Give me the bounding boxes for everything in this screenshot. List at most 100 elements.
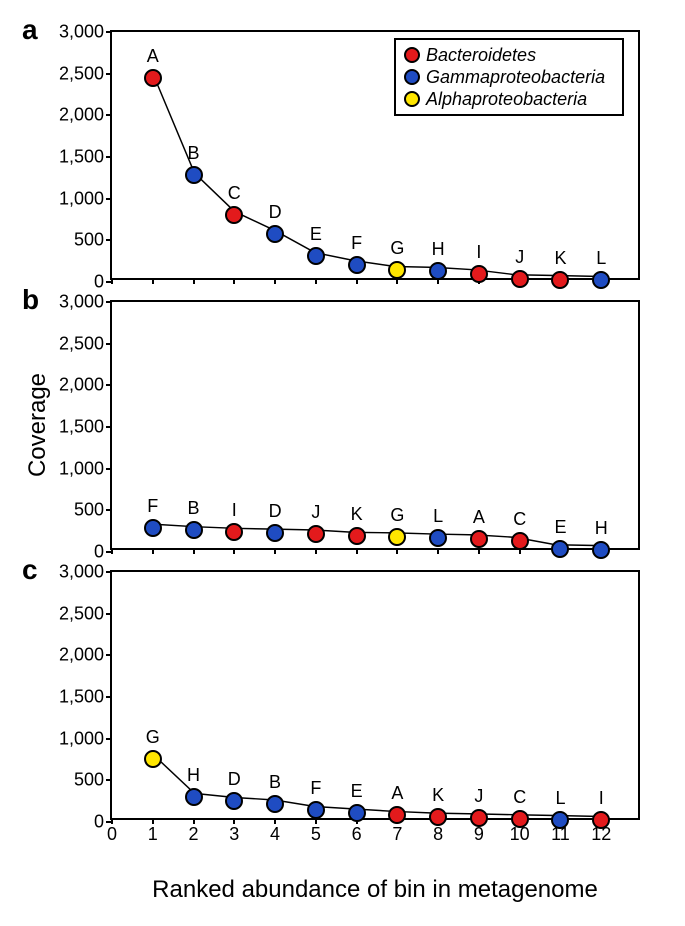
xtick-mark xyxy=(152,278,154,284)
data-point xyxy=(266,225,284,243)
ytick-label: 2,500 xyxy=(59,603,112,624)
data-point xyxy=(429,529,447,547)
point-label: A xyxy=(147,46,159,67)
xtick-mark xyxy=(478,548,480,554)
point-label: E xyxy=(554,517,566,538)
data-point xyxy=(429,808,447,826)
legend-item: Alphaproteobacteria xyxy=(404,88,614,110)
xtick-label: 4 xyxy=(270,818,280,845)
panel-a: 05001,0001,5002,0002,5003,000ABCDEFGHIJK… xyxy=(110,30,640,280)
point-label: B xyxy=(188,498,200,519)
point-label: G xyxy=(390,505,404,526)
point-label: L xyxy=(596,248,606,269)
ytick-label: 1,000 xyxy=(59,728,112,749)
legend-swatch xyxy=(404,47,420,63)
point-label: I xyxy=(599,788,604,809)
data-point xyxy=(592,811,610,829)
plot-area-b: 05001,0001,5002,0002,5003,000FBIDJKGLACE… xyxy=(110,300,640,550)
panel-b: 05001,0001,5002,0002,5003,000FBIDJKGLACE… xyxy=(110,300,640,550)
point-label: D xyxy=(228,769,241,790)
data-point xyxy=(511,270,529,288)
point-label: J xyxy=(311,502,320,523)
data-point xyxy=(470,809,488,827)
xtick-label: 2 xyxy=(189,818,199,845)
xtick-mark xyxy=(274,278,276,284)
point-label: K xyxy=(432,785,444,806)
xtick-mark xyxy=(356,548,358,554)
ytick-label: 3,000 xyxy=(59,292,112,313)
panel-label-b: b xyxy=(22,284,39,316)
data-point xyxy=(388,261,406,279)
point-label: J xyxy=(515,247,524,268)
ytick-label: 2,000 xyxy=(59,105,112,126)
data-point xyxy=(388,806,406,824)
point-label: H xyxy=(595,518,608,539)
data-point xyxy=(470,530,488,548)
point-label: I xyxy=(476,242,481,263)
xtick-mark xyxy=(274,548,276,554)
point-label: J xyxy=(474,786,483,807)
ytick-label: 0 xyxy=(94,542,112,563)
ytick-label: 1,500 xyxy=(59,417,112,438)
legend-label: Alphaproteobacteria xyxy=(426,88,587,110)
data-point xyxy=(144,69,162,87)
data-point xyxy=(144,519,162,537)
point-label: G xyxy=(390,238,404,259)
xtick-label: 0 xyxy=(107,818,117,845)
panel-label-c: c xyxy=(22,554,38,586)
data-point xyxy=(307,247,325,265)
ytick-label: 1,000 xyxy=(59,458,112,479)
point-label: L xyxy=(433,506,443,527)
legend-label: Bacteroidetes xyxy=(426,44,536,66)
xtick-mark xyxy=(233,278,235,284)
xtick-mark xyxy=(396,548,398,554)
point-label: A xyxy=(391,783,403,804)
xtick-mark xyxy=(315,548,317,554)
xtick-label: 3 xyxy=(229,818,239,845)
data-point xyxy=(225,792,243,810)
plot-area-c: 05001,0001,5002,0002,5003,00001234567891… xyxy=(110,570,640,820)
xtick-label: 5 xyxy=(311,818,321,845)
data-point xyxy=(307,525,325,543)
point-label: D xyxy=(269,501,282,522)
point-label: F xyxy=(147,496,158,517)
data-point xyxy=(511,810,529,828)
ytick-label: 500 xyxy=(74,500,112,521)
legend-item: Bacteroidetes xyxy=(404,44,614,66)
point-label: B xyxy=(269,772,281,793)
data-point xyxy=(185,788,203,806)
data-point xyxy=(592,541,610,559)
point-label: I xyxy=(232,500,237,521)
legend-swatch xyxy=(404,69,420,85)
point-label: H xyxy=(187,765,200,786)
legend: BacteroidetesGammaproteobacteriaAlphapro… xyxy=(394,38,624,116)
data-point xyxy=(551,540,569,558)
point-label: E xyxy=(351,781,363,802)
data-point xyxy=(551,271,569,289)
point-label: C xyxy=(513,509,526,530)
point-label: G xyxy=(146,727,160,748)
point-label: D xyxy=(269,202,282,223)
ytick-label: 500 xyxy=(74,770,112,791)
data-point xyxy=(511,532,529,550)
point-label: F xyxy=(310,778,321,799)
figure-root: a 0 500 1,000 1,500 2,000 2,500 3,000 A B C D E F G H I… xyxy=(0,0,685,926)
data-point xyxy=(225,206,243,224)
data-point xyxy=(470,265,488,283)
data-point xyxy=(185,521,203,539)
point-label: A xyxy=(473,507,485,528)
panel-label-a: a xyxy=(22,14,38,46)
ytick-label: 2,000 xyxy=(59,645,112,666)
data-point xyxy=(307,801,325,819)
point-label: E xyxy=(310,224,322,245)
point-label: K xyxy=(351,504,363,525)
data-point xyxy=(348,527,366,545)
ytick-label: 3,000 xyxy=(59,22,112,43)
xtick-mark xyxy=(193,278,195,284)
ytick-label: 2,500 xyxy=(59,63,112,84)
point-label: F xyxy=(351,233,362,254)
x-axis-title: Ranked abundance of bin in metagenome xyxy=(152,876,598,904)
ytick-label: 3,000 xyxy=(59,562,112,583)
ytick-label: 2,500 xyxy=(59,333,112,354)
legend-item: Gammaproteobacteria xyxy=(404,66,614,88)
